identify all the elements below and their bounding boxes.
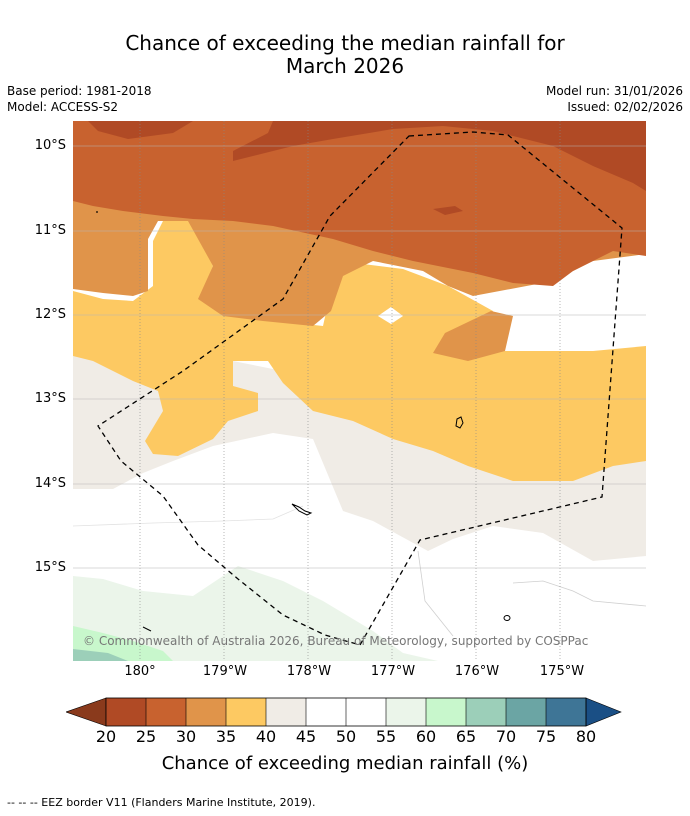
colorbar-bin: [186, 698, 226, 726]
contour-line: [417, 550, 454, 637]
lat-label-14s: 14°S: [34, 476, 66, 491]
copyright-text: © Commonwealth of Australia 2026, Bureau…: [83, 634, 588, 648]
base-period: Base period: 1981-2018: [7, 84, 152, 98]
model-name: Model: ACCESS-S2: [7, 100, 119, 114]
map-title-line1: Chance of exceeding the median rainfall …: [125, 31, 565, 55]
colorbar-tick: 50: [335, 727, 357, 746]
island-outline: [503, 615, 511, 621]
lat-label-11s: 11°S: [34, 223, 66, 238]
colorbar-bin: [466, 698, 506, 726]
colorbar-bin: [226, 698, 266, 726]
colorbar-bin: [386, 698, 426, 726]
lat-label-10s: 10°S: [34, 138, 66, 153]
eez-legend: -- -- -- EEZ border V11 (Flanders Marine…: [7, 796, 316, 809]
colorbar-bin: [306, 698, 346, 726]
colorbar-bin: [426, 698, 466, 726]
colorbar-bin: [546, 698, 586, 726]
colorbar-over-arrow: [585, 697, 622, 727]
colorbar-tick: 60: [415, 727, 437, 746]
colorbar-dividers: [145, 698, 547, 726]
contour-20-25: [233, 121, 646, 191]
model-run: Model run: 31/01/2026: [545, 84, 683, 98]
colorbar-tick: 40: [255, 727, 277, 746]
colorbar-tick: 80: [575, 727, 597, 746]
colorbar-title: Chance of exceeding median rainfall (%): [161, 753, 529, 774]
contour-line: [512, 580, 646, 607]
colorbar-tick: 20: [95, 727, 117, 746]
lat-label-15s: 15°S: [34, 560, 66, 575]
lon-label-179w: 179°W: [202, 664, 248, 679]
meridian-lines: [139, 121, 561, 661]
contour-20-25-spot: [433, 206, 463, 215]
contour-45-50-patch: [378, 307, 403, 324]
lat-label-12s: 12°S: [34, 307, 66, 322]
contour-65-70: [73, 649, 128, 661]
colorbar-tick: 30: [175, 727, 197, 746]
contour-line: [73, 505, 304, 527]
contour-20-25-nw: [88, 121, 193, 139]
island-outline: [455, 416, 464, 429]
colorbar-tick: 35: [215, 727, 237, 746]
colorbar-bin: [506, 698, 546, 726]
issued-date: Issued: 02/02/2026: [567, 100, 683, 114]
island-dot: [96, 211, 98, 213]
contour-30-35-east: [433, 311, 513, 361]
lon-label-178w: 178°W: [286, 664, 332, 679]
map-title-line2: March 2026: [285, 54, 405, 78]
contour-25-30: [73, 121, 646, 286]
colorbar-tick: 55: [375, 727, 397, 746]
colorbar-tick: 75: [535, 727, 557, 746]
colorbar-bin: [106, 698, 146, 726]
lat-label-13s: 13°S: [34, 391, 66, 406]
contour-35-40: [73, 221, 646, 481]
colorbar-bin: [146, 698, 186, 726]
colorbar-tick: 25: [135, 727, 157, 746]
colorbar-bin: [346, 698, 386, 726]
lon-label-180: 180°: [124, 664, 156, 679]
island-outline: [291, 503, 313, 516]
lon-label-177w: 177°W: [370, 664, 416, 679]
colorbar-under-arrow: [66, 697, 107, 727]
contour-55-60: [73, 566, 438, 661]
colorbar-bin: [266, 698, 306, 726]
lon-label-176w: 176°W: [454, 664, 500, 679]
colorbar-tick: 45: [295, 727, 317, 746]
island-outline: [142, 626, 152, 632]
rainfall-map[interactable]: © Commonwealth of Australia 2026, Bureau…: [73, 121, 646, 661]
colorbar: [66, 697, 622, 727]
colorbar-tick: 70: [495, 727, 517, 746]
parallel-lines: [73, 145, 646, 569]
colorbar-tick: 65: [455, 727, 477, 746]
lon-label-175w: 175°W: [539, 664, 585, 679]
